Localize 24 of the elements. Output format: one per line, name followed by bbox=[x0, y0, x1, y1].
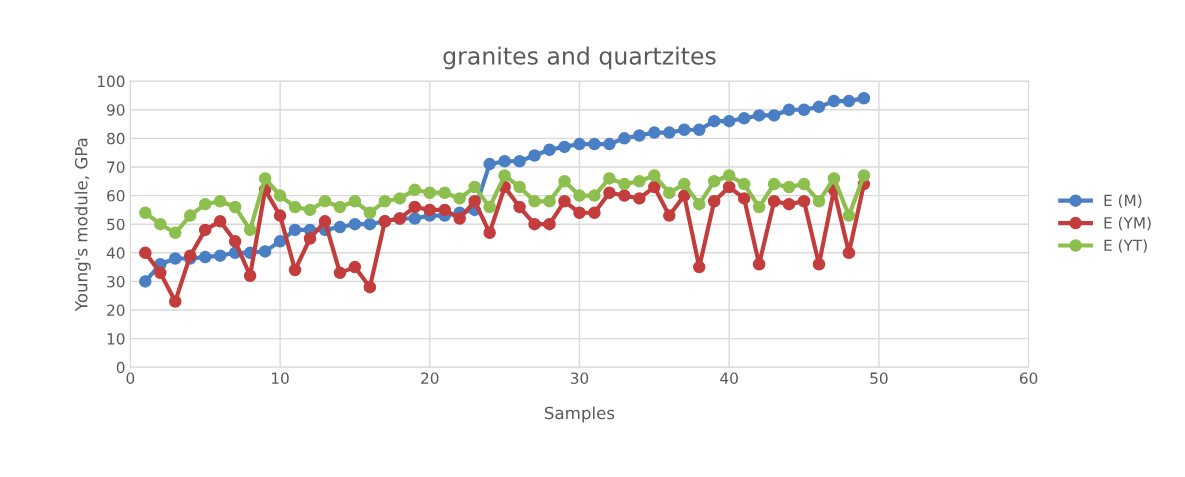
y-tick-label: 80 bbox=[107, 132, 125, 145]
y-tick-label: 20 bbox=[107, 304, 125, 317]
x-tick-label: 60 bbox=[1019, 372, 1038, 384]
y-tick-label: 30 bbox=[107, 275, 125, 288]
x-tick-label: 50 bbox=[870, 372, 888, 384]
chart-title: granites and quartzites bbox=[443, 46, 716, 70]
x-axis-title: Samples bbox=[544, 406, 615, 423]
x-tick-label: 40 bbox=[720, 372, 738, 384]
legend-label: E (M) bbox=[1104, 194, 1142, 208]
y-tick-label: 60 bbox=[107, 190, 125, 202]
y-tick-label: 10 bbox=[107, 333, 125, 345]
y-tick-label: 0 bbox=[116, 361, 125, 374]
legend-label: E (YM) bbox=[1104, 216, 1151, 231]
x-tick-label: 30 bbox=[570, 372, 589, 384]
x-tick-label: 10 bbox=[272, 372, 289, 384]
x-tick-label: 0 bbox=[126, 372, 135, 384]
legend-label: E (YT) bbox=[1104, 239, 1147, 253]
y-axis-title: Young's module, GPa bbox=[74, 138, 91, 312]
y-tick-label: 100 bbox=[98, 75, 125, 88]
x-tick-label: 20 bbox=[421, 372, 439, 384]
y-tick-label: 70 bbox=[107, 161, 125, 173]
y-tick-label: 90 bbox=[107, 104, 125, 116]
y-tick-label: 50 bbox=[107, 218, 125, 231]
y-tick-label: 40 bbox=[106, 247, 125, 259]
